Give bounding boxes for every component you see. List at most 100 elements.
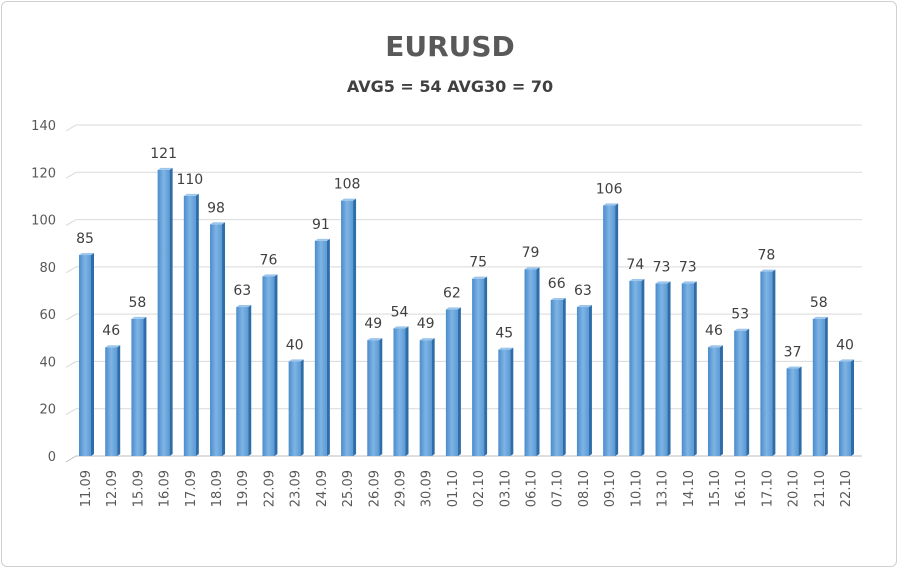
bar-side xyxy=(431,338,435,456)
bar xyxy=(734,330,747,456)
bar-side xyxy=(353,198,357,456)
gridline xyxy=(65,124,862,132)
y-tick-label: 20 xyxy=(39,403,56,418)
data-label: 98 xyxy=(207,200,225,216)
bar xyxy=(576,307,589,456)
bar-side xyxy=(222,222,226,456)
bar xyxy=(131,318,144,456)
data-label: 46 xyxy=(102,323,120,339)
bar-top xyxy=(314,238,330,241)
x-tick-label: 02.10 xyxy=(472,470,487,507)
x-tick-label: 06.10 xyxy=(525,470,540,507)
data-label: 62 xyxy=(443,285,461,301)
data-label: 73 xyxy=(679,259,697,275)
x-tick-label: 01.10 xyxy=(446,470,461,507)
bar-top xyxy=(734,328,750,331)
bar-top xyxy=(419,338,435,341)
bar xyxy=(603,205,616,456)
y-tick-label: 100 xyxy=(31,214,56,229)
bar xyxy=(393,328,406,456)
bar-side xyxy=(824,316,828,456)
data-label: 79 xyxy=(522,245,540,261)
chart-title: EURUSD xyxy=(385,30,515,63)
bar xyxy=(183,195,196,456)
x-tick-label: 10.10 xyxy=(629,470,644,507)
data-label: 45 xyxy=(495,326,513,342)
data-label: 108 xyxy=(334,177,361,193)
x-tick-label: 24.09 xyxy=(315,470,330,507)
bar xyxy=(262,276,275,456)
bar xyxy=(419,340,432,456)
bar-top xyxy=(79,253,94,256)
bar-top xyxy=(681,281,697,284)
bar-side xyxy=(510,347,514,456)
bar xyxy=(839,361,851,456)
data-label: 76 xyxy=(260,252,278,268)
bar-top xyxy=(210,222,226,225)
bar xyxy=(314,240,327,456)
x-tick-label: 15.10 xyxy=(708,470,723,507)
bar xyxy=(524,269,537,456)
bar xyxy=(472,278,485,456)
bar-top xyxy=(812,316,828,319)
data-label: 49 xyxy=(364,316,382,332)
x-tick-label: 08.10 xyxy=(577,470,592,507)
bar-top xyxy=(288,359,304,362)
x-tick-label: 17.09 xyxy=(184,470,199,507)
bar xyxy=(105,347,118,456)
data-label: 53 xyxy=(731,307,749,323)
y-tick-label: 120 xyxy=(31,166,56,181)
bar-side xyxy=(195,193,199,456)
bar xyxy=(681,283,694,456)
x-tick-label: 20.10 xyxy=(787,470,802,507)
bar-side xyxy=(667,281,671,456)
bar-side xyxy=(300,359,304,456)
gridline xyxy=(65,455,862,463)
y-tick-label: 140 xyxy=(31,119,56,134)
x-tick-label: 30.09 xyxy=(420,470,435,507)
bar-side xyxy=(326,238,330,456)
data-label: 74 xyxy=(626,257,644,273)
x-tick-label: 22.09 xyxy=(262,470,277,507)
data-label: 58 xyxy=(810,295,828,311)
bar-top xyxy=(157,167,173,170)
data-label: 37 xyxy=(784,345,802,361)
bar-top xyxy=(183,193,199,196)
bar-top xyxy=(472,276,488,279)
bar-side xyxy=(379,338,383,456)
data-label: 58 xyxy=(128,295,146,311)
bar-top xyxy=(839,359,854,362)
bar-top xyxy=(524,267,540,270)
x-tick-label: 17.10 xyxy=(760,470,775,507)
bar xyxy=(786,368,799,456)
bar-side xyxy=(91,253,94,456)
bar-side xyxy=(274,274,278,456)
x-tick-label: 19.09 xyxy=(236,470,251,507)
gridline xyxy=(65,219,862,227)
bar xyxy=(79,255,91,456)
x-tick-label: 25.09 xyxy=(341,470,356,507)
bar-top xyxy=(655,281,671,284)
x-tick-label: 23.09 xyxy=(289,470,304,507)
bar xyxy=(445,309,458,456)
bar-top xyxy=(105,345,121,348)
gridline xyxy=(65,408,862,416)
y-tick-label: 80 xyxy=(39,261,56,276)
bar xyxy=(550,299,563,456)
bar-side xyxy=(457,307,461,456)
x-tick-label: 14.10 xyxy=(682,470,697,507)
data-label: 85 xyxy=(76,231,94,247)
x-tick-label: 12.09 xyxy=(105,470,120,507)
data-label: 75 xyxy=(469,255,487,271)
bar-side xyxy=(746,328,750,456)
bar-top xyxy=(393,326,409,329)
x-tick-label: 16.10 xyxy=(734,470,749,507)
x-tick-label: 29.09 xyxy=(393,470,408,507)
bar-top xyxy=(576,305,592,308)
bar xyxy=(812,318,825,456)
gridline xyxy=(65,313,862,321)
x-tick-label: 09.10 xyxy=(603,470,618,507)
bar xyxy=(498,349,511,456)
data-label: 78 xyxy=(757,248,775,264)
